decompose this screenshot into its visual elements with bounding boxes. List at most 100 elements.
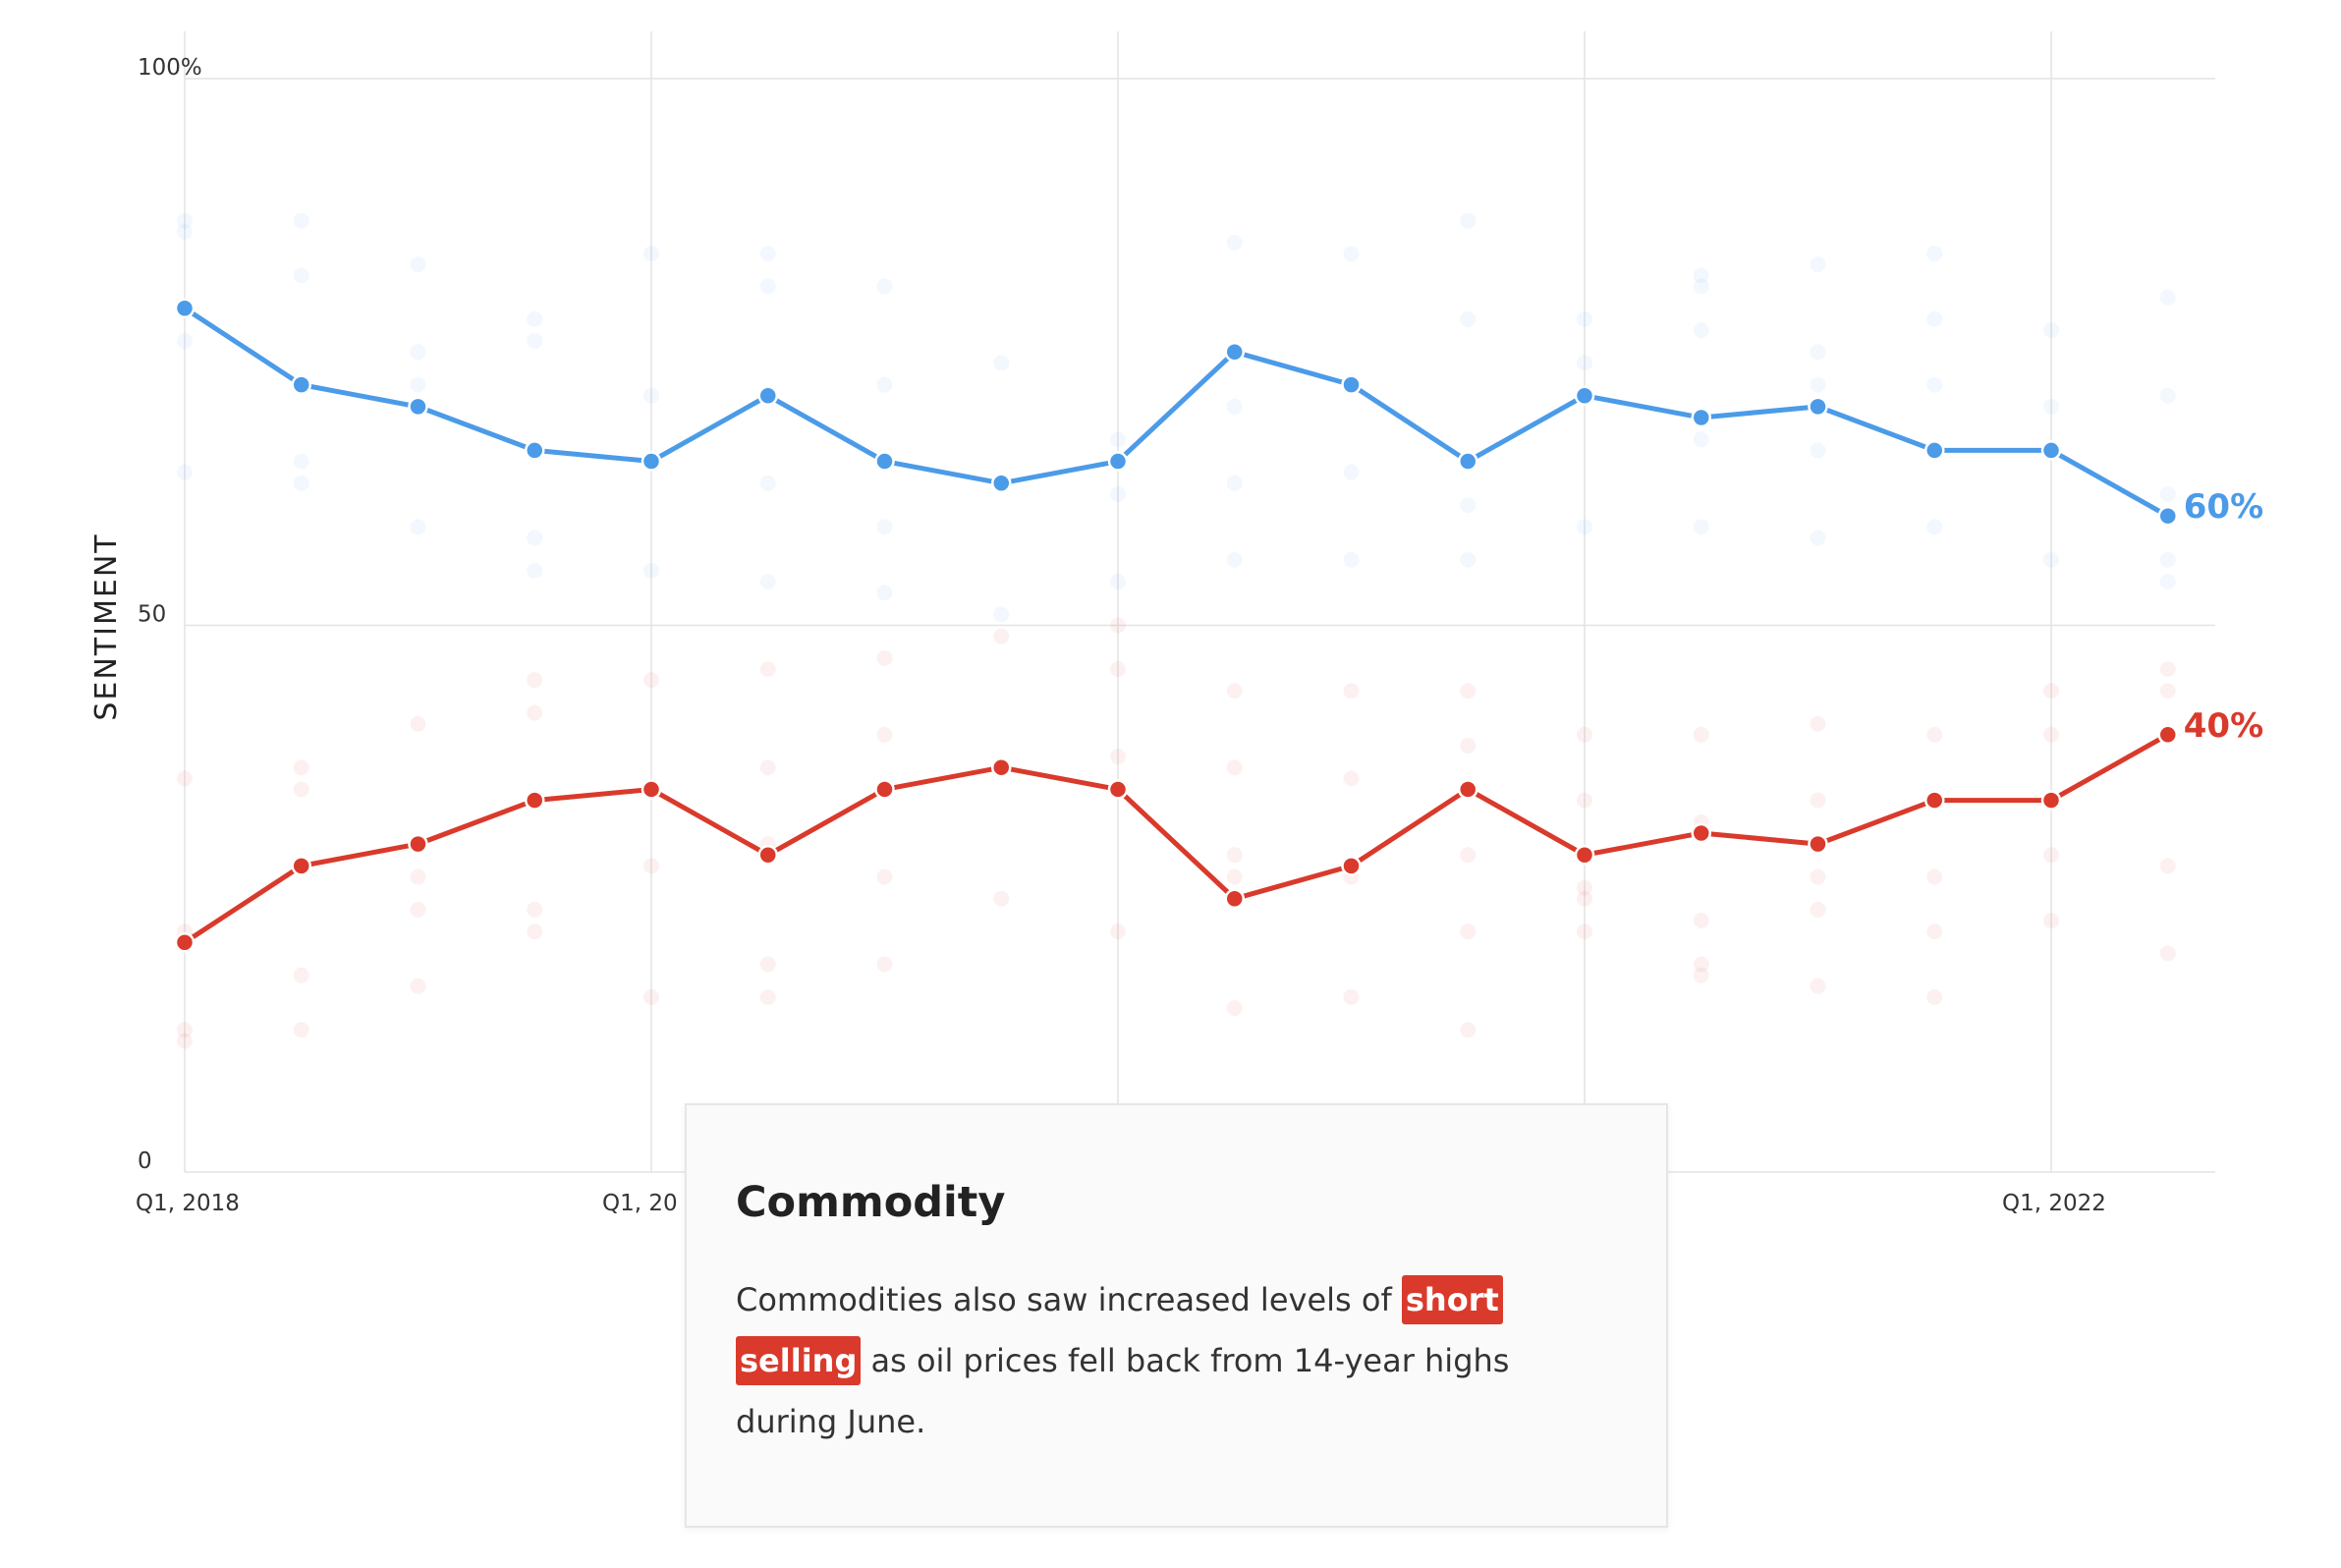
background-dot	[2159, 661, 2176, 678]
background-dot	[1110, 485, 1126, 502]
background-dot	[177, 333, 193, 350]
background-dot	[1577, 792, 1592, 809]
series-line	[183, 306, 2169, 519]
data-point	[174, 298, 195, 318]
card-title: Commodity	[736, 1178, 1006, 1227]
background-dot	[1110, 431, 1126, 448]
data-point	[991, 473, 1012, 494]
background-dot	[1343, 988, 1360, 1005]
background-dot	[527, 333, 543, 350]
background-dot	[2159, 683, 2176, 700]
background-dot	[2043, 847, 2059, 864]
background-dot	[1577, 890, 1592, 907]
background-dot	[1693, 967, 1709, 983]
background-dot	[527, 901, 543, 918]
data-point	[408, 833, 428, 855]
background-dot	[1226, 868, 1243, 885]
background-dot	[876, 649, 893, 666]
background-dot	[1343, 246, 1360, 262]
background-dot	[1343, 551, 1360, 568]
background-dot	[1926, 924, 1943, 940]
data-point	[1107, 451, 1129, 472]
background-dot	[527, 530, 543, 546]
background-dot	[1693, 913, 1709, 929]
background-dot	[2043, 398, 2059, 415]
background-dot	[643, 387, 659, 404]
background-dot	[1460, 497, 1477, 514]
data-point	[1808, 396, 1828, 418]
background-dot	[759, 278, 776, 295]
background-dot	[1343, 770, 1360, 787]
highlight-short: short	[1401, 1275, 1503, 1325]
background-dot	[1460, 212, 1477, 229]
data-point	[1574, 844, 1595, 866]
background-dot	[177, 212, 193, 229]
background-dot	[410, 344, 426, 361]
background-dot	[1577, 924, 1592, 940]
background-dot	[759, 475, 776, 491]
background-dot	[1926, 376, 1943, 393]
background-dot	[1810, 376, 1826, 393]
background-dot	[1577, 519, 1592, 535]
background-dot	[1226, 683, 1243, 700]
background-dot	[1226, 475, 1243, 491]
background-dot	[1226, 1000, 1243, 1017]
background-dot	[993, 355, 1010, 371]
background-dot	[177, 1022, 193, 1038]
background-dot	[1810, 256, 1826, 273]
data-point	[1924, 790, 1945, 811]
data-point	[291, 856, 311, 876]
background-dot	[410, 868, 426, 885]
end-value-label: 40%	[2184, 706, 2263, 746]
background-dot	[1460, 737, 1477, 754]
data-point	[525, 790, 545, 811]
background-dot	[1693, 321, 1709, 338]
data-point	[525, 440, 545, 461]
background-dot	[1460, 551, 1477, 568]
data-point	[991, 756, 1012, 778]
background-dot	[759, 988, 776, 1005]
background-dot	[293, 967, 309, 983]
background-dot	[2159, 858, 2176, 874]
y-tick-label: 100%	[138, 55, 202, 81]
series-line	[183, 732, 2169, 945]
background-dot	[293, 1022, 309, 1038]
background-dot	[2043, 683, 2059, 700]
background-dot	[2159, 289, 2176, 306]
background-dot	[876, 278, 893, 295]
end-value-label: 60%	[2184, 487, 2263, 527]
data-point	[1691, 822, 1711, 844]
background-dot	[759, 661, 776, 678]
background-dot	[1926, 310, 1943, 327]
background-dot	[177, 223, 193, 240]
data-point	[874, 779, 895, 800]
background-dot	[293, 475, 309, 491]
series-layer: 60% 40%	[174, 298, 2263, 953]
background-dot	[2159, 945, 2176, 962]
background-dot	[293, 267, 309, 284]
background-dot	[1460, 847, 1477, 864]
background-dot	[993, 890, 1010, 907]
data-point	[291, 374, 311, 395]
data-point	[2157, 724, 2178, 746]
background-dot	[1693, 726, 1709, 743]
background-dot	[1460, 924, 1477, 940]
background-dot	[2043, 913, 2059, 929]
background-dot	[1810, 715, 1826, 732]
background-dot	[1110, 749, 1126, 765]
background-dot	[1693, 278, 1709, 295]
background-dot	[1693, 956, 1709, 973]
background-dot	[643, 562, 659, 579]
data-point	[1574, 385, 1595, 407]
info-card: Commodity Commodities also saw increased…	[685, 1103, 1668, 1528]
background-dot	[2043, 321, 2059, 338]
y-axis-ticks: 0 50 100%	[138, 55, 202, 1174]
background-dot	[527, 704, 543, 721]
data-point	[1224, 888, 1245, 909]
background-dot	[1110, 573, 1126, 589]
background-dot	[876, 868, 893, 885]
background-dot	[1810, 792, 1826, 809]
y-tick-label: 50	[138, 602, 166, 628]
background-dot	[759, 573, 776, 589]
background-dot	[759, 956, 776, 973]
